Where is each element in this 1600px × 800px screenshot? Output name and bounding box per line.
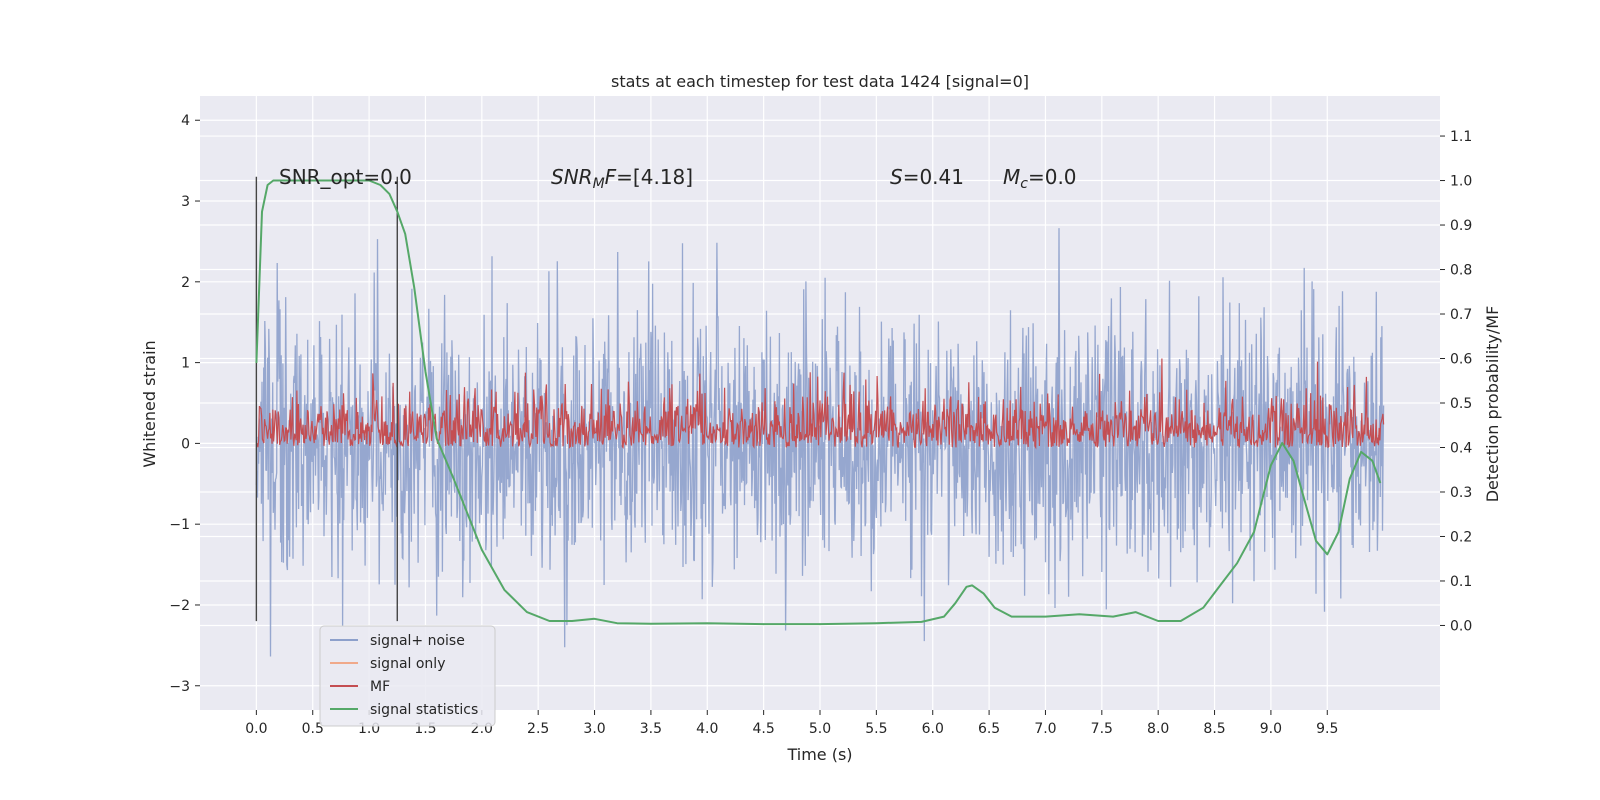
- legend-label-signal-only: signal only: [370, 656, 445, 672]
- x-tick-label: 5.0: [809, 721, 831, 737]
- signal-statistics-series: [255, 179, 1382, 626]
- annotation-snr-mf-base: SNR: [551, 165, 593, 189]
- legend-label-mf: MF: [370, 679, 390, 695]
- legend-label-signal-noise: signal+ noise: [370, 633, 465, 649]
- x-tick-label: 7.0: [1034, 721, 1056, 737]
- y2-tick-label: 0.5: [1450, 396, 1472, 412]
- x-tick-label: 5.5: [865, 721, 887, 737]
- x-tick-label: 4.5: [753, 721, 775, 737]
- legend: signal+ noise signal only MF signal stat…: [319, 625, 496, 727]
- x-tick-label: 7.5: [1091, 721, 1113, 737]
- legend-box: [319, 625, 496, 727]
- x-tick-label: 2.5: [527, 721, 549, 737]
- legend-label-signal-statistics: signal statistics: [370, 702, 478, 718]
- annotation-s-symbol: S: [890, 165, 903, 189]
- y-tick-label: 4: [181, 113, 190, 129]
- y-tick-label: 3: [181, 194, 190, 210]
- annotation-s: S=0.41: [890, 165, 964, 189]
- chart-title: stats at each timestep for test data 142…: [611, 72, 1029, 91]
- signal-noise-line: [255, 228, 1385, 657]
- y2-tick-label: 0.6: [1450, 352, 1472, 368]
- vertical-markers: [255, 176, 398, 622]
- y2-tick-label: 0.8: [1450, 263, 1472, 279]
- x-axis-title: Time (s): [786, 745, 852, 764]
- y2-axis-ticks: 1.1 1.0 0.9 0.8 0.7 0.6 0.5 0.4 0.3 0.2 0.1 0.0: [1440, 129, 1472, 634]
- x-tick-label: 9.0: [1260, 721, 1282, 737]
- x-tick-label: 0.5: [302, 721, 324, 737]
- x-tick-label: 4.0: [696, 721, 718, 737]
- annotation-snr-opt: SNR_opt=0.0: [279, 165, 412, 189]
- y-tick-label: −3: [169, 679, 190, 695]
- y2-tick-label: 0.3: [1450, 485, 1472, 501]
- y2-tick-label: 0.0: [1450, 618, 1472, 634]
- y2-tick-label: 0.1: [1450, 574, 1472, 590]
- annotation-snr-mf: SNRMF=[4.18]: [551, 165, 693, 192]
- y-tick-label: 2: [181, 275, 190, 291]
- y2-axis-title: Detection probability/MF: [1483, 306, 1502, 503]
- annotation-mc-value: =0.0: [1028, 165, 1077, 189]
- y-tick-label: −1: [169, 517, 190, 533]
- annotation-mc-symbol: M: [1003, 165, 1020, 189]
- y-axis-ticks: 4 3 2 1 0 −1 −2 −3: [169, 113, 200, 695]
- y2-tick-label: 1.0: [1450, 174, 1472, 190]
- annotation-mc: Mc=0.0: [1003, 165, 1077, 192]
- x-tick-label: 8.5: [1203, 721, 1225, 737]
- y2-tick-label: 0.9: [1450, 218, 1472, 234]
- mf-series: [256, 358, 1385, 450]
- annotation-s-value: =0.41: [903, 165, 964, 189]
- x-tick-label: 0.0: [245, 721, 267, 737]
- annotation-snr-mf-tail: F: [605, 165, 617, 189]
- x-tick-label: 6.5: [978, 721, 1000, 737]
- y2-tick-label: 0.7: [1450, 307, 1472, 323]
- x-tick-label: 6.0: [922, 721, 944, 737]
- y-tick-label: −2: [169, 598, 190, 614]
- y2-tick-label: 0.4: [1450, 440, 1472, 456]
- x-tick-label: 8.0: [1147, 721, 1169, 737]
- y2-tick-label: 0.2: [1450, 529, 1472, 545]
- annotation-snr-mf-sub: M: [593, 176, 605, 192]
- y2-tick-label: 1.1: [1450, 129, 1472, 145]
- y-axis-title: Whitened strain: [140, 340, 159, 467]
- x-tick-label: 9.5: [1316, 721, 1338, 737]
- signal-noise-series: [255, 228, 1385, 657]
- x-tick-label: 3.5: [640, 721, 662, 737]
- y-tick-label: 1: [181, 356, 190, 372]
- y-tick-label: 0: [181, 436, 190, 452]
- annotation-mc-sub: c: [1020, 176, 1028, 192]
- x-tick-label: 3.0: [583, 721, 605, 737]
- mf-line: [256, 358, 1385, 450]
- annotation-snr-mf-value: =[4.18]: [616, 165, 693, 189]
- signal-statistics-line: [255, 179, 1382, 626]
